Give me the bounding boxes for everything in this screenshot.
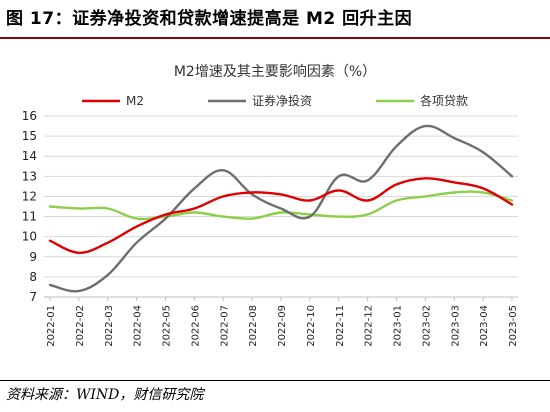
- x-tick-label: 2022-11: [335, 305, 346, 347]
- x-tick-label: 2022-07: [219, 305, 230, 347]
- x-tick-label: 2023-04: [479, 305, 490, 347]
- y-tick-label: 14: [22, 149, 37, 163]
- x-axis: 2022-01 2022-02 2022-03 2022-04 2022-05 2022-…: [44, 296, 519, 347]
- title-rule: [0, 37, 550, 39]
- source-note: 资料来源：WIND，财信研究院: [6, 387, 204, 403]
- x-tick-label: 2022-10: [306, 305, 317, 347]
- x-tick-label: 2023-03: [450, 305, 461, 347]
- x-tick-label: 2022-02: [75, 305, 86, 347]
- x-tick-label: 2022-01: [46, 305, 57, 347]
- x-tick-label: 2023-02: [421, 305, 432, 347]
- y-tick-label: 9: [29, 250, 37, 264]
- x-tick-label: 2023-01: [393, 305, 404, 347]
- series-line-m2: [48, 177, 514, 255]
- legend-label: M2: [126, 94, 144, 108]
- x-tick-label: 2022-06: [190, 305, 201, 347]
- series-line-loans: [48, 190, 514, 221]
- figure-title: 图 17：证券净投资和贷款增速提高是 M2 回升主因: [6, 9, 413, 29]
- gridlines: [44, 115, 518, 278]
- x-tick-label: 2022-03: [104, 305, 115, 347]
- series-group: [48, 124, 514, 293]
- x-tick-label: 2022-05: [162, 305, 173, 347]
- y-tick-label: 13: [22, 169, 37, 183]
- y-tick-label: 7: [29, 290, 37, 304]
- y-tick-label: 16: [22, 109, 37, 123]
- x-tick-label: 2022-12: [364, 305, 375, 347]
- x-tick-label: 2022-04: [133, 305, 144, 347]
- legend-label: 证券净投资: [252, 93, 312, 108]
- y-tick-label: 11: [22, 210, 37, 224]
- legend-label: 各项贷款: [420, 93, 468, 108]
- y-tick-label: 8: [29, 270, 37, 284]
- source-rule: [0, 380, 550, 381]
- x-tick-label: 2022-08: [248, 305, 259, 347]
- legend: M2 证券净投资 各项贷款: [82, 93, 468, 108]
- series-line-securities: [48, 124, 514, 293]
- y-tick-label: 10: [22, 230, 37, 244]
- y-tick-label: 12: [22, 189, 37, 203]
- y-axis: 7 8 9 10 11 12 13 14 15 16: [22, 109, 37, 304]
- x-tick-label: 2023-05: [508, 305, 519, 347]
- chart-title: M2增速及其主要影响因素（%）: [174, 64, 376, 80]
- x-tick-label: 2022-09: [277, 305, 288, 347]
- y-tick-label: 15: [22, 129, 37, 143]
